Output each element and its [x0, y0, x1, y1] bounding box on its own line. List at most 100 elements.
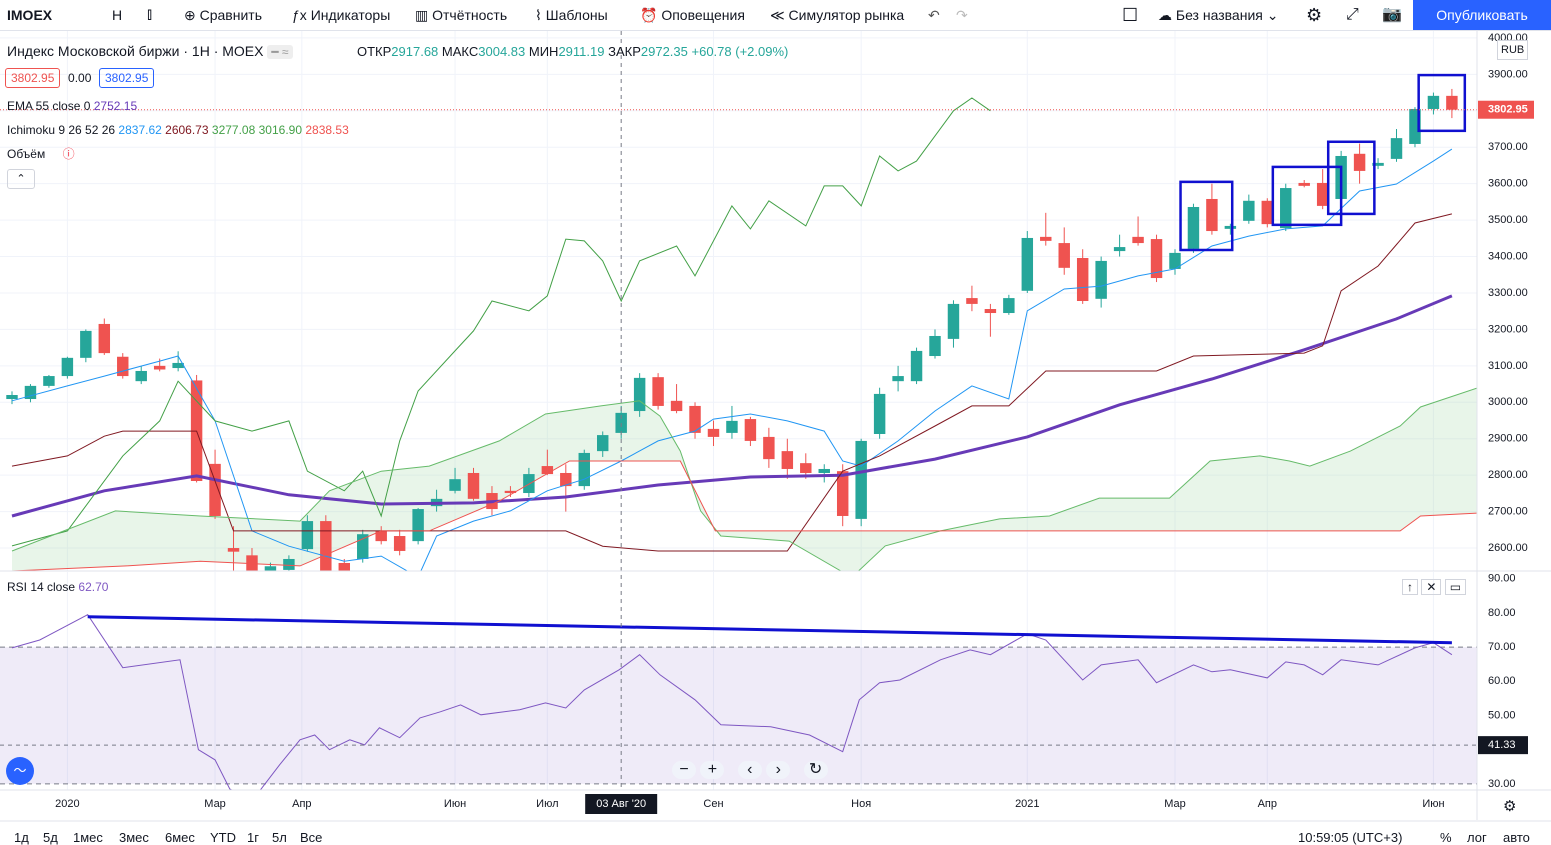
label: Оповещения [661, 7, 745, 23]
candle-body [1298, 182, 1310, 186]
candle-body [1150, 239, 1163, 279]
y-tick-label: 2900.00 [1488, 433, 1528, 445]
interval[interactable]: Н [112, 7, 123, 23]
candle-body [1446, 95, 1458, 110]
range-button[interactable]: 1г [247, 830, 259, 845]
currency[interactable]: RUB [1497, 40, 1529, 60]
chart-style-icon[interactable]: ⫾ [147, 6, 153, 23]
bid[interactable]: 3802.95 [5, 68, 61, 88]
legend-ohlc: ОТКР2917.68 МАКС3004.83 МИН2911.19 ЗАКР2… [357, 43, 788, 61]
reset[interactable]: ↻ [803, 761, 828, 779]
scale-option[interactable]: авто [1503, 830, 1530, 845]
range-button[interactable]: 5д [43, 830, 58, 845]
axes: 2020 Мар Апр Июн Июл Сен Ноя 2021 Мар Апр Июн 2600.… [0, 31, 1534, 814]
y-tick-label: 70.00 [1488, 641, 1516, 653]
candle-body [1261, 200, 1274, 225]
zoom-in[interactable]: + [700, 761, 725, 779]
settings[interactable]: ⚙ [1306, 5, 1323, 25]
layout-menu[interactable]: ☁ Без названия ⌄ [1158, 7, 1279, 23]
publish-button[interactable]: Опубликовать [1413, 0, 1551, 30]
candle-body [670, 400, 683, 412]
range-button[interactable]: 1д [14, 830, 29, 845]
toolbar-alerts[interactable]: ⏰ Оповещения [640, 7, 745, 23]
ask[interactable]: 3802.95 [99, 68, 155, 88]
candle-body [523, 474, 535, 494]
candle-body [1206, 198, 1218, 232]
candle-body [264, 566, 277, 571]
drawing-box [1271, 165, 1343, 227]
expand[interactable]: ⤢ [1346, 6, 1359, 23]
clock: 10:59:05 (UTC+3) [1298, 830, 1403, 845]
redo[interactable]: ↷ [956, 7, 968, 23]
value: 62.70 [78, 580, 109, 594]
candle-body [966, 298, 978, 304]
snapshot[interactable]: 📷 [1382, 6, 1402, 23]
candle-body [615, 412, 627, 433]
candle-body [984, 309, 997, 314]
last-price-label: 3802.95 [1488, 104, 1528, 116]
range-button[interactable]: 1мес [73, 830, 103, 845]
drawing-box [1326, 140, 1376, 216]
range-button[interactable]: 3мес [119, 830, 149, 845]
maximize-pane[interactable]: ▭ [1444, 579, 1467, 595]
x-tick-label: Июл [536, 798, 558, 810]
ohlc-value: 3004.83 [478, 44, 526, 59]
rsi-pane [0, 572, 1477, 790]
warning-icon[interactable]: ⓘ [62, 147, 75, 161]
ohlc-label: МИН [528, 44, 559, 59]
y-tick-label: 2800.00 [1488, 469, 1528, 481]
x-tick-label: Мар [1164, 798, 1186, 810]
close-pane[interactable]: ✕ [1421, 579, 1442, 595]
range-button[interactable]: YTD [210, 830, 236, 845]
candle-body [1280, 188, 1292, 229]
candle-body [652, 377, 664, 406]
candle-body [1169, 252, 1181, 269]
value: 3016.90 [258, 123, 303, 137]
toolbar-compare[interactable]: ⊕ Сравнить [184, 7, 263, 23]
zoom-out[interactable]: − [672, 761, 696, 779]
value: 2837.62 [118, 123, 162, 137]
axis-settings[interactable]: ⚙ [1503, 798, 1517, 815]
y-tick-label: 3200.00 [1488, 323, 1528, 335]
range-button[interactable]: 5л [272, 830, 287, 845]
candle-body [301, 521, 314, 550]
scroll-left[interactable]: ‹ [737, 761, 762, 779]
candle-body [1003, 298, 1015, 314]
trendline [87, 615, 1452, 645]
scale-option[interactable]: лог [1467, 830, 1487, 845]
y-tick-label: 30.00 [1488, 778, 1516, 790]
undo[interactable]: ↶ [928, 7, 940, 23]
toolbar-indicators[interactable]: ƒx Индикаторы [292, 7, 391, 23]
range-button[interactable]: 6мес [165, 830, 195, 845]
symbol[interactable]: IMOEX [7, 7, 53, 23]
scroll-right[interactable]: › [766, 761, 791, 779]
toolbar-reports[interactable]: ▥ Отчётность [415, 7, 508, 23]
zoom-controls: − + ‹ › ↻ [672, 761, 828, 779]
y-tick-label: 3900.00 [1488, 68, 1528, 80]
candle-body [24, 385, 37, 400]
candle-body [172, 362, 184, 369]
indicator-line [11, 148, 1453, 571]
candle-body [818, 468, 830, 473]
logo[interactable]: 〜 [6, 757, 34, 785]
value: 2752.15 [93, 99, 138, 113]
candle-body [1243, 200, 1255, 221]
candle-body [1076, 258, 1089, 301]
fullscreen-toggle[interactable]: ☐ [1122, 5, 1139, 25]
range-button[interactable]: Все [300, 830, 323, 845]
ohlc-value: 2911.19 [558, 44, 605, 59]
candle-body [320, 521, 332, 571]
candle-body [1372, 162, 1384, 166]
rsi-line [11, 614, 1453, 790]
value: 2606.73 [165, 123, 209, 137]
x-tick-label: Апр [1258, 798, 1277, 810]
scale-option[interactable]: % [1440, 830, 1452, 845]
candle-body [246, 555, 258, 571]
candle-body [1224, 225, 1237, 229]
toolbar-replay[interactable]: ≪ Симулятор рынка [770, 7, 905, 23]
move-up[interactable]: ↑ [1402, 579, 1418, 595]
toolbar-templates[interactable]: ⌇ Шаблоны [535, 7, 608, 23]
indicator-line [11, 387, 1477, 571]
indicator-line [11, 97, 991, 547]
collapse-legend[interactable]: ⌃ [7, 169, 35, 189]
